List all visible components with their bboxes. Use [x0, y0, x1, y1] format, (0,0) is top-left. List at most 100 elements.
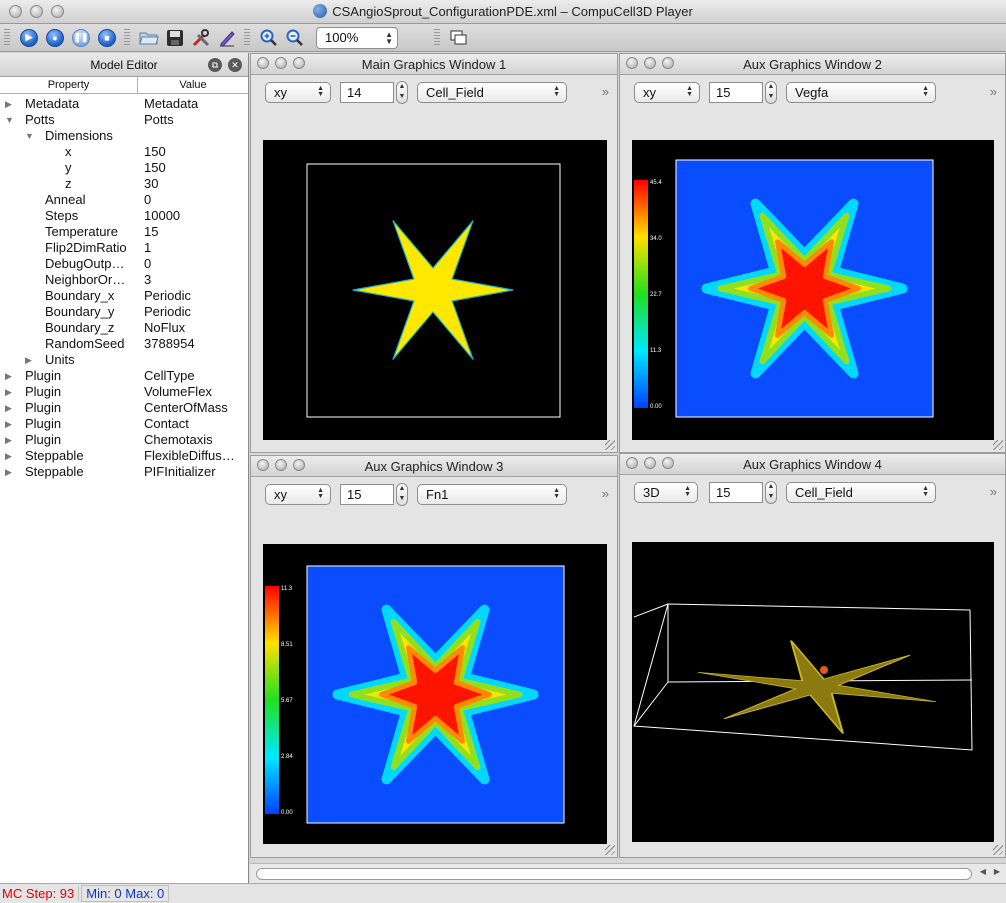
collapsed-arrow-icon[interactable]: ▶ [5, 403, 12, 413]
collapsed-arrow-icon[interactable]: ▶ [5, 451, 12, 461]
pause-button[interactable]: ❚❚ [68, 26, 94, 50]
run-button[interactable]: ▶ [16, 26, 42, 50]
field-select[interactable]: Cell_Field ▲ ▼ [786, 482, 936, 503]
graphics-window-titlebar[interactable]: Aux Graphics Window 4 [620, 454, 1005, 475]
toolbar-grip-3[interactable] [244, 28, 250, 47]
property-value[interactable]: PIFInitializer [144, 464, 216, 479]
property-value[interactable]: 10000 [144, 208, 181, 223]
toolbar-grip-2[interactable] [124, 28, 130, 47]
visualization-canvas[interactable]: 45.4 34.0 22.7 11.3 0.00 [632, 140, 994, 440]
property-value[interactable] [144, 128, 248, 144]
minimize-subwindow-button[interactable] [644, 57, 656, 69]
property-row[interactable]: ▶ Plugin CellType [0, 368, 248, 384]
property-value[interactable]: 0 [144, 256, 152, 271]
property-row[interactable]: z 30 [0, 176, 248, 192]
property-row[interactable]: Boundary_y Periodic [0, 304, 248, 320]
collapsed-arrow-icon[interactable]: ▶ [5, 371, 12, 381]
slice-stepper[interactable]: ▲ ▼ [765, 481, 777, 504]
zoom-level-select[interactable]: 100% ▲ ▼ [316, 26, 398, 49]
property-row[interactable]: ▼ Dimensions [0, 128, 248, 144]
maximize-subwindow-button[interactable] [293, 459, 305, 471]
zoom-in-button[interactable] [256, 26, 282, 50]
field-select[interactable]: Fn1 ▲ ▼ [417, 484, 567, 505]
column-property[interactable]: Property [0, 77, 138, 93]
minimize-subwindow-button[interactable] [275, 57, 287, 69]
collapsed-arrow-icon[interactable]: ▶ [5, 435, 12, 445]
visualization-canvas[interactable] [632, 542, 994, 842]
property-value[interactable]: NoFlux [144, 320, 186, 335]
graphics-window-titlebar[interactable]: Main Graphics Window 1 [251, 54, 617, 75]
toolbar-overflow-icon[interactable]: » [601, 84, 609, 99]
slice-stepper[interactable]: ▲ ▼ [396, 483, 408, 506]
scroll-right-icon[interactable]: ▶ [993, 867, 1000, 876]
property-row[interactable]: ▶ Units [0, 352, 248, 368]
stop-button[interactable]: ■ [94, 26, 120, 50]
field-select[interactable]: Vegfa ▲ ▼ [786, 82, 936, 103]
visualization-canvas[interactable]: 11.3 8.51 5.67 2.84 0.00 [263, 544, 607, 844]
save-button[interactable] [162, 26, 188, 50]
slice-number-input[interactable]: 15 [709, 482, 763, 503]
scrollbar-track[interactable] [256, 868, 972, 880]
property-value[interactable]: Chemotaxis [144, 432, 213, 447]
property-row[interactable]: Steps 10000 [0, 208, 248, 224]
property-value[interactable]: Periodic [144, 288, 191, 303]
toolbar-overflow-icon[interactable]: » [989, 84, 997, 99]
close-panel-icon[interactable]: ✕ [228, 58, 242, 72]
property-row[interactable]: ▶ Steppable PIFInitializer [0, 464, 248, 480]
property-value[interactable]: 30 [144, 176, 159, 191]
expanded-arrow-icon[interactable]: ▼ [5, 115, 14, 125]
property-row[interactable]: Temperature 15 [0, 224, 248, 240]
toolbar-overflow-icon[interactable]: » [989, 484, 997, 499]
resize-grip-icon[interactable] [605, 845, 615, 855]
graphics-window-titlebar[interactable]: Aux Graphics Window 2 [620, 54, 1005, 75]
resize-grip-icon[interactable] [605, 440, 615, 450]
close-subwindow-button[interactable] [257, 459, 269, 471]
slice-number-input[interactable]: 15 [340, 484, 394, 505]
property-row[interactable]: Boundary_x Periodic [0, 288, 248, 304]
float-panel-icon[interactable]: ⧉ [208, 58, 222, 72]
maximize-subwindow-button[interactable] [293, 57, 305, 69]
property-value[interactable]: 1 [144, 240, 152, 255]
toolbar-overflow-icon[interactable]: » [601, 486, 609, 501]
property-row[interactable]: DebugOutp… 0 [0, 256, 248, 272]
property-value[interactable]: FlexibleDiffus… [144, 448, 235, 463]
expanded-arrow-icon[interactable]: ▼ [25, 131, 34, 141]
property-value[interactable]: 150 [144, 160, 166, 175]
projection-select[interactable]: xy ▲ ▼ [634, 82, 700, 103]
zoom-out-button[interactable] [282, 26, 308, 50]
field-select[interactable]: Cell_Field ▲ ▼ [417, 82, 567, 103]
property-row[interactable]: Boundary_z NoFlux [0, 320, 248, 336]
graphics-window-titlebar[interactable]: Aux Graphics Window 3 [251, 456, 617, 477]
property-row[interactable]: ▶ Plugin CenterOfMass [0, 400, 248, 416]
property-value[interactable]: Metadata [144, 96, 199, 111]
slice-number-input[interactable]: 14 [340, 82, 394, 103]
property-row[interactable]: x 150 [0, 144, 248, 160]
close-subwindow-button[interactable] [626, 57, 638, 69]
property-row[interactable]: y 150 [0, 160, 248, 176]
slice-number-input[interactable]: 15 [709, 82, 763, 103]
projection-select[interactable]: 3D ▲ ▼ [634, 482, 698, 503]
property-value[interactable]: Contact [144, 416, 189, 431]
collapsed-arrow-icon[interactable]: ▶ [25, 355, 32, 365]
property-row[interactable]: NeighborOr… 3 [0, 272, 248, 288]
property-value[interactable]: 3 [144, 272, 152, 287]
horizontal-scrollbar[interactable]: ◀ ▶ [250, 863, 1006, 883]
scroll-left-icon[interactable]: ◀ [979, 867, 986, 876]
property-row[interactable]: ▶ Plugin Chemotaxis [0, 432, 248, 448]
slice-stepper[interactable]: ▲ ▼ [765, 81, 777, 104]
collapsed-arrow-icon[interactable]: ▶ [5, 467, 12, 477]
zoom-window-button[interactable] [51, 5, 64, 18]
property-value[interactable]: 15 [144, 224, 159, 239]
property-row[interactable]: Flip2DimRatio 1 [0, 240, 248, 256]
property-value[interactable]: 150 [144, 144, 166, 159]
resize-grip-icon[interactable] [993, 440, 1003, 450]
minimize-subwindow-button[interactable] [644, 457, 656, 469]
close-window-button[interactable] [9, 5, 22, 18]
minimize-subwindow-button[interactable] [275, 459, 287, 471]
property-value[interactable]: CenterOfMass [144, 400, 228, 415]
property-value[interactable] [144, 352, 248, 368]
projection-select[interactable]: xy ▲ ▼ [265, 484, 331, 505]
collapsed-arrow-icon[interactable]: ▶ [5, 99, 12, 109]
maximize-subwindow-button[interactable] [662, 57, 674, 69]
property-value[interactable]: Potts [144, 112, 174, 127]
